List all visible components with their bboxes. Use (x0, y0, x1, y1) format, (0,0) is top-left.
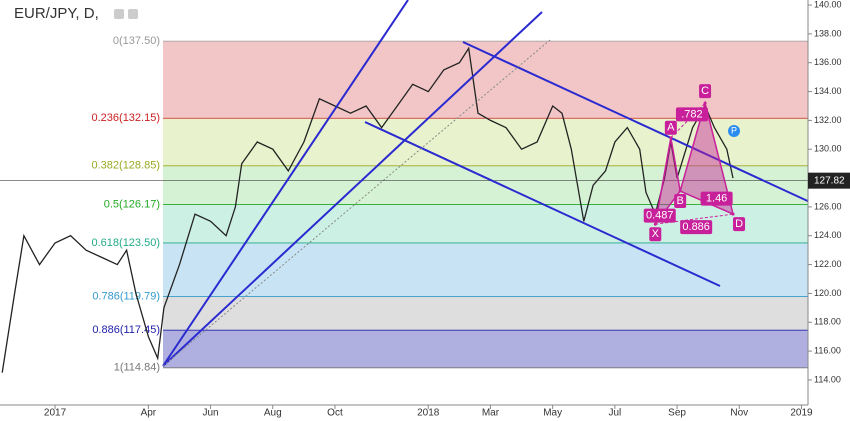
fib-bands: 0(137.50) 0.236(132.15) 0.382(128.85) 0.5(1… (92, 35, 808, 374)
y-tick-label: 120.00 (814, 288, 842, 298)
pattern-point (669, 136, 673, 140)
x-tick-label: 2019 (790, 408, 813, 419)
chart-title: EUR/JPY, D, (14, 5, 99, 22)
overlay: X A B C D .782 0.487 1.46 0.886 P (643, 84, 746, 242)
icon[interactable] (114, 9, 124, 19)
pattern-ratio-box (680, 220, 713, 235)
pattern-ratio: 1.46 (706, 192, 727, 204)
y-tick-label: 130.00 (814, 144, 842, 154)
pattern-point (678, 189, 682, 193)
pattern-point (653, 222, 657, 226)
pattern-ratio: 0.886 (682, 221, 710, 233)
x-tick-label: Jul (608, 408, 621, 419)
x-tick-label: Sep (668, 408, 686, 419)
pattern-ratio: 0.487 (646, 210, 674, 222)
x-tick-label: 2018 (417, 408, 440, 419)
y-tick-label: 118.00 (814, 317, 841, 327)
axes: 114.00 116.00 118.00 120.00 122.00 124.00 126.… (44, 0, 850, 419)
x-tick-label: Nov (730, 408, 748, 419)
price-axis (808, 0, 850, 421)
y-tick-label: 138.00 (814, 28, 842, 38)
fib-label: 0.382(128.85) (92, 160, 161, 172)
pattern-point-label: X (652, 228, 660, 240)
fib-label: 0.618(123.50) (92, 237, 161, 249)
pattern-point-label-box (699, 84, 712, 99)
fib-label: 0.886(117.45) (92, 324, 160, 336)
pattern-ratio-line (655, 213, 734, 225)
x-tick-label: Oct (327, 408, 343, 419)
fib-band (163, 118, 808, 166)
pattern-point-label-box (674, 194, 687, 209)
trend-line (162, 0, 409, 367)
y-tick-label: 134.00 (814, 86, 842, 96)
fib-band (163, 41, 808, 119)
pattern-ratio-box (675, 107, 708, 122)
trend-line (364, 121, 721, 287)
trend-line (462, 41, 813, 204)
pattern-point-label-box (733, 217, 746, 232)
icon[interactable] (128, 9, 138, 19)
pattern-ratio-box (700, 191, 733, 206)
marker-badge (728, 125, 740, 137)
fib-label: 0.786(119.79) (92, 290, 160, 302)
last-price-tag (808, 172, 850, 189)
pattern-point-label: A (667, 122, 675, 134)
pattern-point-label: C (701, 85, 709, 97)
marker-label: P (731, 125, 737, 135)
price-line (1, 46, 734, 373)
x-tick-label: May (543, 408, 562, 419)
y-tick-label: 132.00 (814, 115, 842, 125)
fib-band (163, 242, 808, 297)
fib-label: 0.5(126.17) (104, 198, 160, 210)
y-tick-label: 136.00 (814, 57, 842, 67)
x-tick-label: Jun (202, 408, 218, 419)
trend-line (162, 11, 543, 367)
pattern-point-label: B (677, 195, 684, 207)
fib-band (163, 165, 808, 205)
y-tick-label: 122.00 (814, 259, 842, 269)
fib-label: 0(137.50) (113, 35, 160, 47)
fib-label: 0.236(132.15) (92, 112, 161, 124)
y-tick-label: 126.00 (814, 201, 842, 211)
pattern-point-label-box (649, 227, 662, 242)
x-tick-label: Mar (482, 408, 500, 419)
y-tick-label: 116.00 (814, 345, 841, 355)
y-tick-label: 124.00 (814, 230, 842, 240)
fib-label: 1(114.84) (114, 362, 160, 374)
pattern-point (731, 212, 735, 216)
x-tick-label: Apr (141, 408, 157, 419)
last-price-label: 127.82 (814, 175, 845, 186)
fib-band (163, 296, 808, 331)
diagonal (162, 39, 551, 367)
pattern-point (703, 101, 707, 105)
plot (0, 46, 808, 373)
pattern-ratio: .782 (681, 108, 702, 120)
y-tick-label: 140.00 (814, 0, 842, 9)
pattern-ratio-box (643, 208, 676, 223)
fib-band (163, 330, 808, 368)
pattern-point-label-box (664, 120, 677, 135)
x-tick-label: Aug (264, 408, 282, 419)
y-tick-label: 114.00 (814, 374, 841, 384)
pattern-point-label: D (735, 218, 743, 230)
x-tick-label: 2017 (44, 408, 67, 419)
